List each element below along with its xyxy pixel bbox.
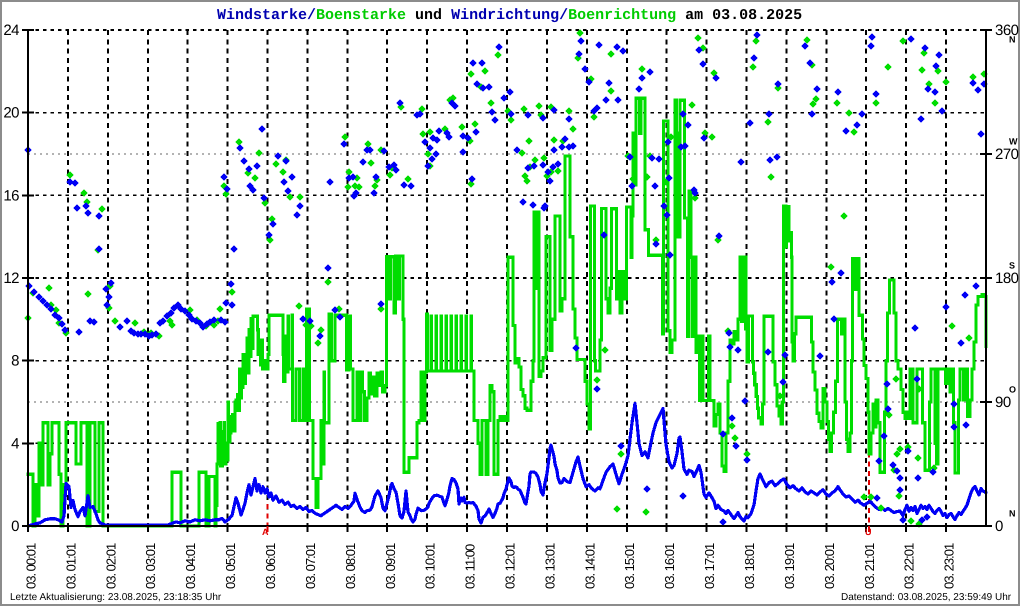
svg-text:24: 24 [3,22,19,39]
svg-text:03. 11:00: 03. 11:00 [463,544,478,589]
svg-text:Letzte Aktualisierung: 23.08.2: Letzte Aktualisierung: 23.08.2025, 23:18… [10,592,222,603]
svg-text:03. 07:01: 03. 07:01 [303,543,318,589]
svg-text:12: 12 [3,270,19,287]
svg-text:03. 23:01: 03. 23:01 [942,543,957,589]
svg-text:270: 270 [995,146,1019,163]
svg-text:90: 90 [995,394,1011,411]
svg-text:03. 09:01: 03. 09:01 [383,543,398,589]
svg-text:03. 14:01: 03. 14:01 [582,543,597,589]
svg-text:03. 01:01: 03. 01:01 [63,543,78,589]
svg-text:16: 16 [3,187,19,204]
svg-text:03. 20:01: 03. 20:01 [822,543,837,589]
svg-text:W: W [1009,137,1018,147]
svg-text:03. 03:01: 03. 03:01 [143,543,158,589]
svg-text:U: U [865,527,872,537]
svg-text:180: 180 [995,270,1019,287]
svg-text:N: N [1009,509,1016,519]
svg-text:03. 19:01: 03. 19:01 [782,543,797,589]
svg-text:8: 8 [11,353,19,370]
svg-text:03. 16:01: 03. 16:01 [662,543,677,589]
svg-text:0: 0 [11,518,19,535]
svg-text:A: A [262,527,269,537]
svg-text:03. 15:01: 03. 15:01 [622,543,637,589]
svg-text:S: S [1009,261,1015,271]
svg-text:03. 00:01: 03. 00:01 [24,543,39,589]
svg-text:03. 12:01: 03. 12:01 [503,543,518,589]
svg-text:360: 360 [995,22,1019,39]
svg-text:03. 05:01: 03. 05:01 [223,543,238,589]
svg-text:03. 08:01: 03. 08:01 [343,543,358,589]
svg-text:03. 13:01: 03. 13:01 [542,543,557,589]
svg-text:4: 4 [11,435,19,452]
svg-text:Windstarke/Boenstarke und Wind: Windstarke/Boenstarke und Windrichtung/B… [217,7,802,24]
svg-text:03. 17:01: 03. 17:01 [702,543,717,589]
svg-text:03. 21:01: 03. 21:01 [862,543,877,589]
svg-text:03. 06:01: 03. 06:01 [263,543,278,589]
svg-text:03. 18:01: 03. 18:01 [742,543,757,589]
svg-text:0: 0 [995,518,1003,535]
svg-text:03. 02:01: 03. 02:01 [103,543,118,589]
svg-text:O: O [1009,385,1016,395]
svg-text:03. 22:01: 03. 22:01 [902,543,917,589]
svg-text:Datenstand: 03.08.2025, 23:59:: Datenstand: 03.08.2025, 23:59:49 Uhr [841,592,1012,603]
svg-text:03. 04:01: 03. 04:01 [183,543,198,589]
svg-text:03. 10:01: 03. 10:01 [423,543,438,589]
svg-text:20: 20 [3,105,19,122]
svg-text:N: N [1009,35,1016,45]
